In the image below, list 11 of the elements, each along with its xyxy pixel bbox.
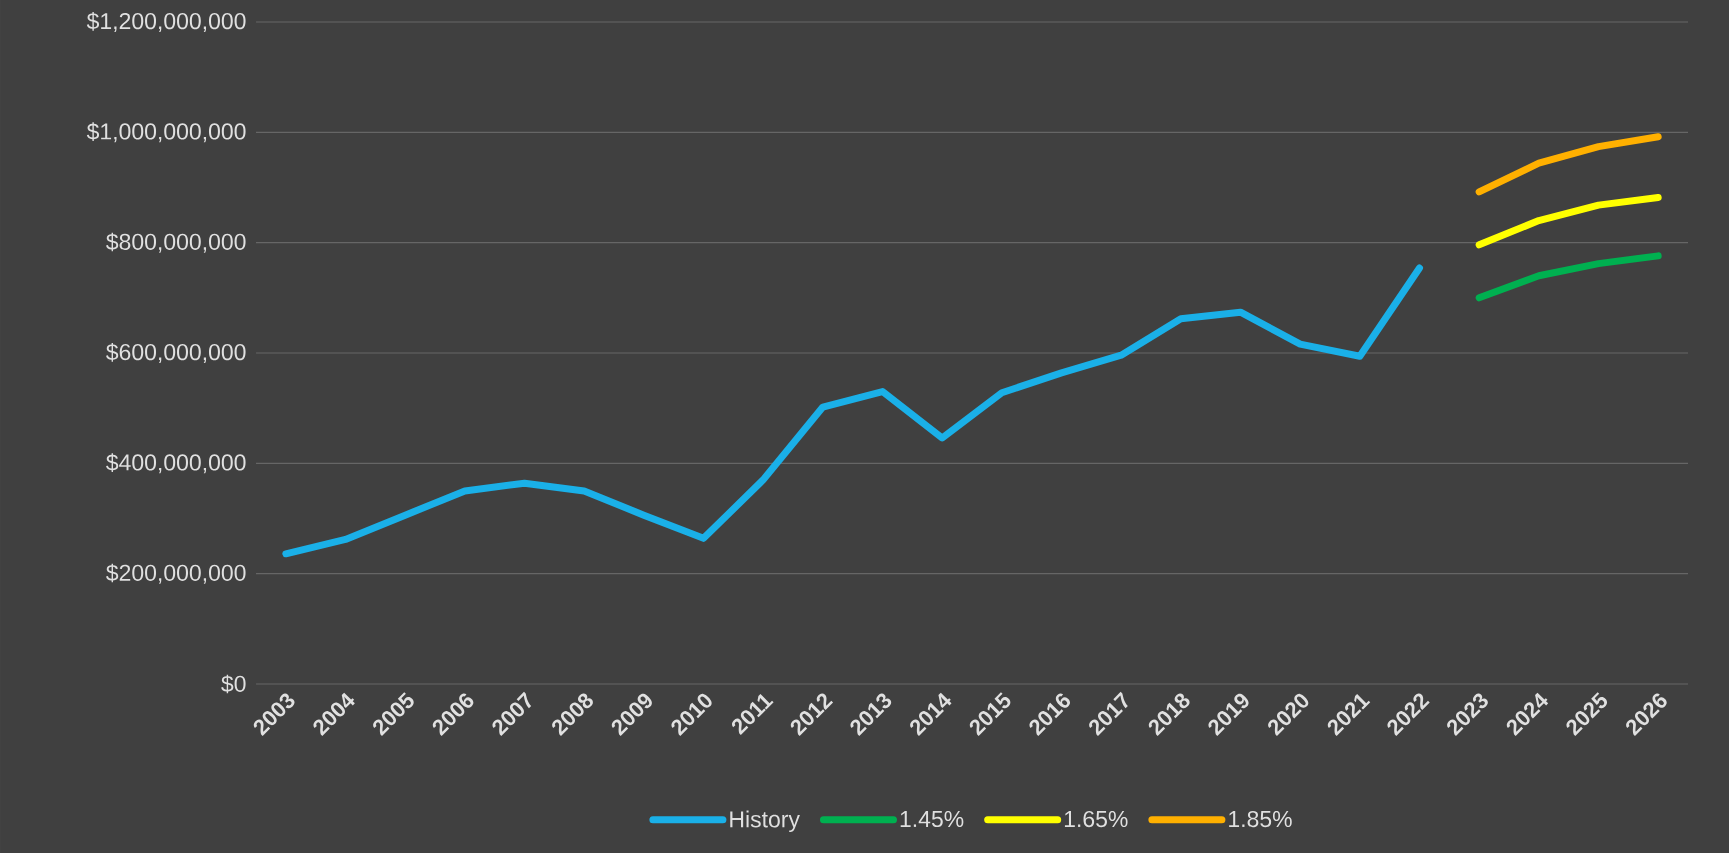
legend-label: 1.85%: [1229, 810, 1292, 828]
y-tick-label: $600,000,000: [106, 343, 246, 363]
legend-label: 1.45%: [900, 810, 964, 828]
y-tick-label: $1,000,000,000: [86, 122, 246, 143]
legend-label: History: [730, 810, 800, 833]
y-tick-label: $800,000,000: [106, 232, 246, 253]
y-tick-label: $400,000,000: [106, 453, 246, 474]
legend-label: 1.65%: [1064, 810, 1128, 828]
y-tick-label: $200,000,000: [106, 563, 246, 584]
y-tick-label: $0: [221, 674, 246, 694]
y-tick-label: $1,200,000,000: [86, 12, 246, 32]
